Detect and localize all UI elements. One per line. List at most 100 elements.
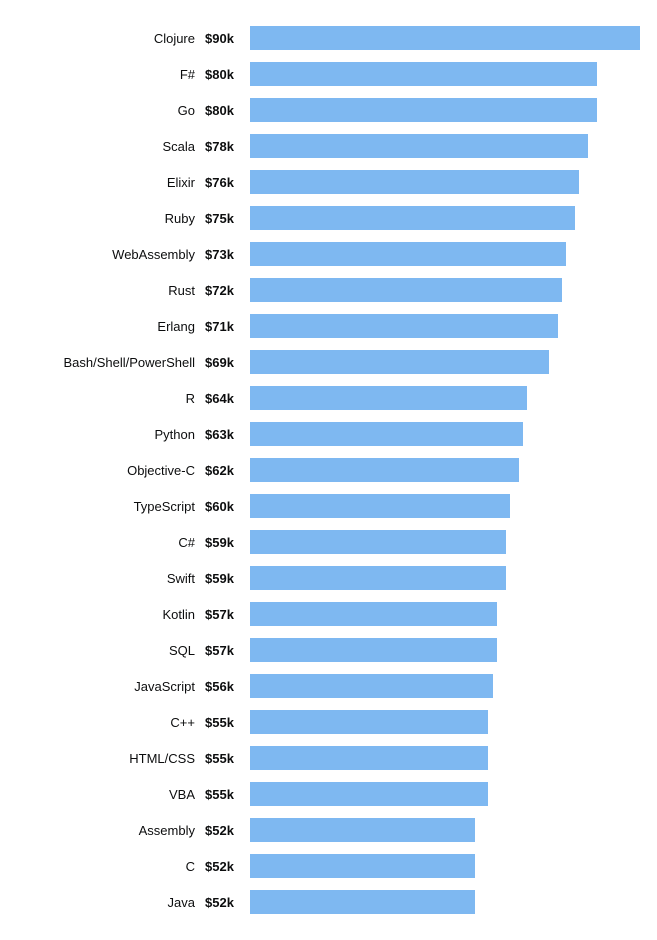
category-label: HTML/CSS — [10, 751, 205, 766]
bar — [250, 350, 549, 374]
category-label: VBA — [10, 787, 205, 802]
category-label: Rust — [10, 283, 205, 298]
bar — [250, 242, 566, 266]
bar-track — [250, 890, 647, 914]
bar — [250, 134, 588, 158]
value-label: $55k — [205, 787, 250, 802]
bar-track — [250, 494, 647, 518]
bar — [250, 890, 475, 914]
chart-row: Elixir$76k — [10, 164, 647, 200]
category-label: Scala — [10, 139, 205, 154]
value-label: $59k — [205, 535, 250, 550]
bar-track — [250, 278, 647, 302]
bar-track — [250, 350, 647, 374]
bar-track — [250, 638, 647, 662]
bar — [250, 854, 475, 878]
value-label: $52k — [205, 859, 250, 874]
category-label: R — [10, 391, 205, 406]
bar — [250, 674, 493, 698]
bar — [250, 314, 558, 338]
chart-row: Go$80k — [10, 92, 647, 128]
bar-track — [250, 242, 647, 266]
category-label: Erlang — [10, 319, 205, 334]
value-label: $59k — [205, 571, 250, 586]
category-label: Python — [10, 427, 205, 442]
category-label: TypeScript — [10, 499, 205, 514]
value-label: $76k — [205, 175, 250, 190]
bar — [250, 98, 597, 122]
chart-row: Scala$78k — [10, 128, 647, 164]
category-label: C — [10, 859, 205, 874]
value-label: $72k — [205, 283, 250, 298]
bar-track — [250, 566, 647, 590]
bar-track — [250, 530, 647, 554]
value-label: $64k — [205, 391, 250, 406]
bar-track — [250, 746, 647, 770]
category-label: Clojure — [10, 31, 205, 46]
chart-row: Bash/Shell/PowerShell$69k — [10, 344, 647, 380]
chart-row: Java$52k — [10, 884, 647, 920]
bar — [250, 710, 488, 734]
bar-track — [250, 314, 647, 338]
category-label: C++ — [10, 715, 205, 730]
bar-track — [250, 602, 647, 626]
value-label: $69k — [205, 355, 250, 370]
value-label: $55k — [205, 751, 250, 766]
bar-track — [250, 782, 647, 806]
bar — [250, 566, 506, 590]
value-label: $60k — [205, 499, 250, 514]
chart-row: Clojure$90k — [10, 20, 647, 56]
category-label: Go — [10, 103, 205, 118]
category-label: Swift — [10, 571, 205, 586]
chart-row: Swift$59k — [10, 560, 647, 596]
bar — [250, 206, 575, 230]
chart-row: C#$59k — [10, 524, 647, 560]
value-label: $55k — [205, 715, 250, 730]
category-label: F# — [10, 67, 205, 82]
value-label: $52k — [205, 895, 250, 910]
bar-track — [250, 170, 647, 194]
category-label: Assembly — [10, 823, 205, 838]
bar-track — [250, 62, 647, 86]
chart-row: WebAssembly$73k — [10, 236, 647, 272]
bar-track — [250, 458, 647, 482]
bar — [250, 62, 597, 86]
value-label: $73k — [205, 247, 250, 262]
chart-row: Ruby$75k — [10, 200, 647, 236]
salary-bar-chart: Clojure$90kF#$80kGo$80kScala$78kElixir$7… — [10, 20, 647, 920]
chart-row: Erlang$71k — [10, 308, 647, 344]
category-label: WebAssembly — [10, 247, 205, 262]
chart-row: R$64k — [10, 380, 647, 416]
chart-row: Objective-C$62k — [10, 452, 647, 488]
chart-row: Rust$72k — [10, 272, 647, 308]
bar — [250, 278, 562, 302]
chart-row: JavaScript$56k — [10, 668, 647, 704]
bar — [250, 638, 497, 662]
bar — [250, 422, 523, 446]
category-label: SQL — [10, 643, 205, 658]
bar — [250, 26, 640, 50]
chart-row: C$52k — [10, 848, 647, 884]
value-label: $62k — [205, 463, 250, 478]
category-label: JavaScript — [10, 679, 205, 694]
bar — [250, 818, 475, 842]
category-label: Elixir — [10, 175, 205, 190]
chart-row: HTML/CSS$55k — [10, 740, 647, 776]
category-label: Objective-C — [10, 463, 205, 478]
chart-row: C++$55k — [10, 704, 647, 740]
bar-track — [250, 386, 647, 410]
bar — [250, 170, 579, 194]
bar — [250, 458, 519, 482]
bar — [250, 494, 510, 518]
value-label: $57k — [205, 643, 250, 658]
category-label: Ruby — [10, 211, 205, 226]
value-label: $80k — [205, 103, 250, 118]
value-label: $90k — [205, 31, 250, 46]
bar-track — [250, 710, 647, 734]
value-label: $52k — [205, 823, 250, 838]
chart-row: Assembly$52k — [10, 812, 647, 848]
chart-row: TypeScript$60k — [10, 488, 647, 524]
value-label: $57k — [205, 607, 250, 622]
bar-track — [250, 98, 647, 122]
chart-row: F#$80k — [10, 56, 647, 92]
